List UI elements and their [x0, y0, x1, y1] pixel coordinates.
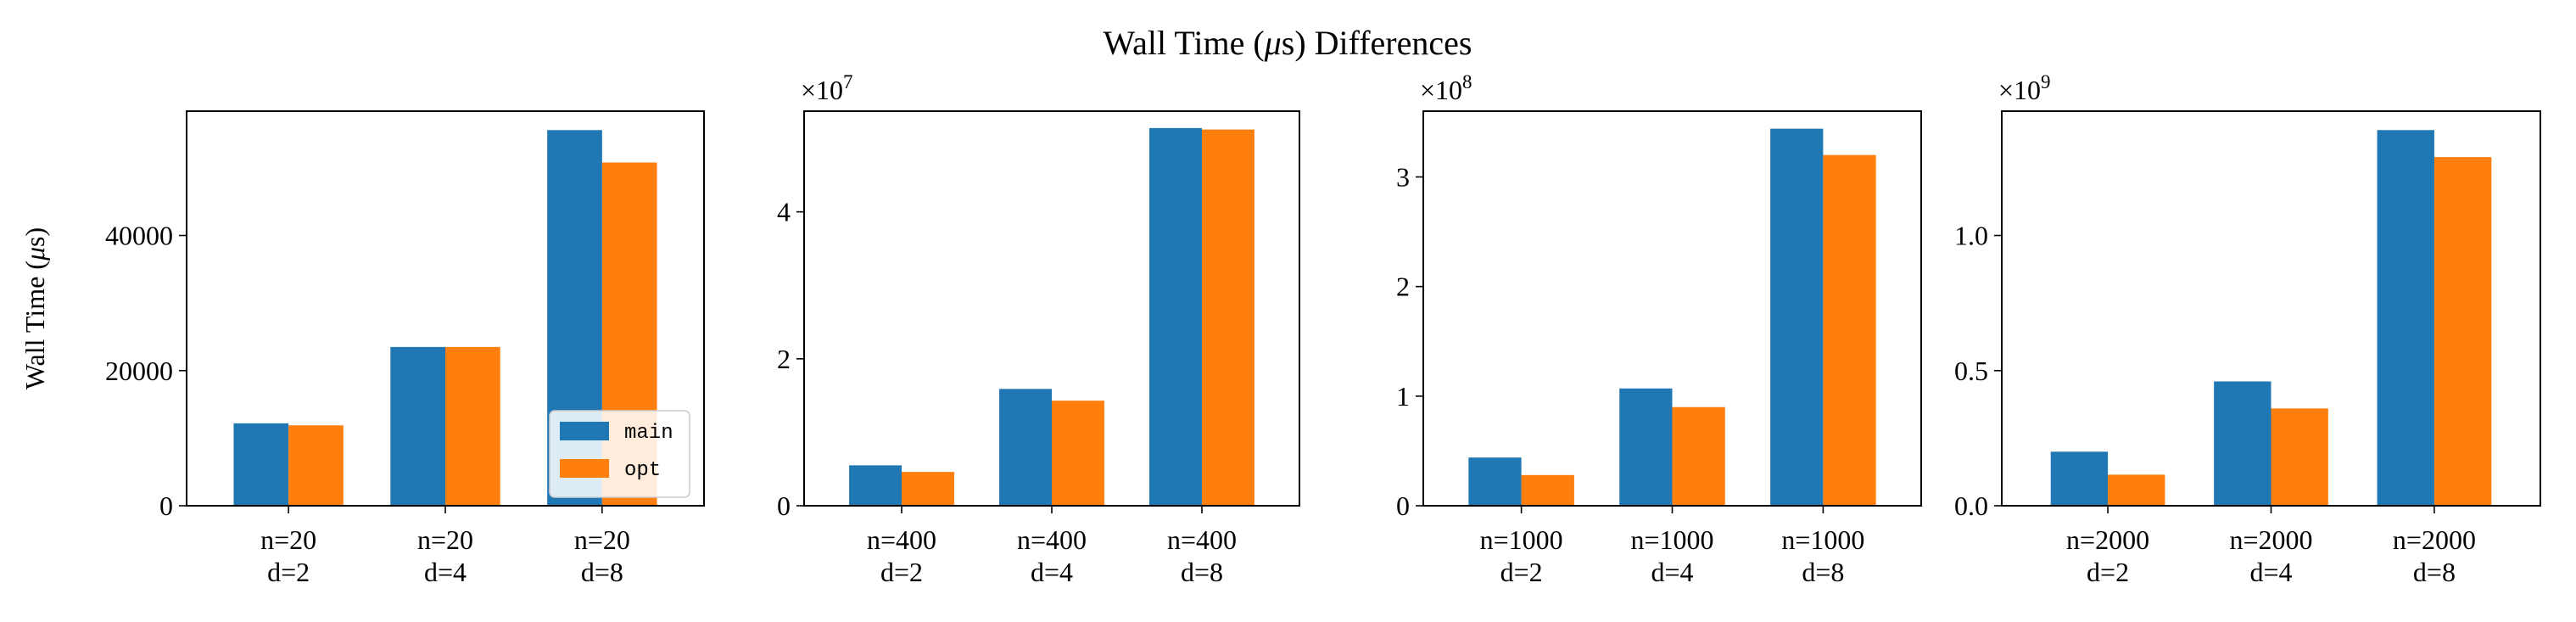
x-tick-label: n=2000	[2066, 524, 2149, 555]
bar-main-3	[2377, 130, 2434, 507]
bar-main-2	[2214, 381, 2271, 506]
x-tick-label: n=2000	[2229, 524, 2312, 555]
x-tick-label: n=400	[1167, 524, 1237, 555]
y-tick-label: 0.5	[1954, 356, 1988, 386]
legend-label-opt: opt	[624, 459, 661, 482]
bar-opt-2	[1052, 401, 1104, 506]
y-tick-label: 0	[1396, 490, 1410, 521]
bar-main-2	[999, 389, 1052, 506]
x-tick-label: d=2	[267, 557, 310, 587]
bar-opt-2	[445, 346, 500, 506]
y-offset-label: ×108	[1420, 71, 1472, 105]
bar-main-1	[2050, 451, 2109, 506]
bar-main-3	[1770, 128, 1824, 507]
x-tick-label: d=8	[1802, 557, 1844, 587]
y-axis-label: Wall Time (μs)	[20, 227, 50, 389]
figure-title: Wall Time (μs) Differences	[1104, 24, 1472, 62]
y-tick-label: 3	[1396, 162, 1410, 193]
y-offset-label: ×109	[1998, 71, 2051, 105]
legend-swatch-main	[560, 422, 609, 440]
x-tick-label: d=4	[2249, 557, 2292, 587]
axes-frame	[186, 110, 705, 507]
axes-frame	[1422, 110, 1922, 507]
x-tick-label: n=20	[260, 524, 316, 555]
x-tick-label: n=1000	[1781, 524, 1864, 555]
bar-main-1	[233, 423, 289, 506]
bar-opt-2	[1672, 406, 1725, 506]
axes-frame	[2001, 110, 2541, 507]
y-tick-label: 1	[1396, 381, 1410, 412]
bar-main-2	[390, 346, 445, 506]
y-tick-label: 0.0	[1954, 490, 1988, 521]
x-tick-label: d=8	[2413, 557, 2456, 587]
x-tick-label: d=2	[2087, 557, 2129, 587]
x-tick-label: d=8	[581, 557, 623, 587]
legend-label-main: main	[624, 422, 673, 445]
bar-opt-1	[902, 472, 954, 506]
bar-main-2	[1619, 388, 1673, 506]
x-tick-label: n=1000	[1480, 524, 1563, 555]
x-tick-label: d=4	[1031, 557, 1073, 587]
y-offset-label: ×107	[801, 71, 853, 105]
y-tick-label: 0	[159, 490, 173, 521]
legend-swatch-opt	[560, 459, 609, 478]
bar-main-1	[1468, 457, 1522, 506]
x-tick-label: n=400	[1017, 524, 1087, 555]
x-tick-label: d=4	[1651, 557, 1693, 587]
bar-opt-3	[2434, 157, 2492, 506]
x-tick-label: n=2000	[2393, 524, 2476, 555]
y-tick-label: 0	[777, 490, 791, 521]
axes-frame	[803, 110, 1300, 507]
x-tick-label: d=2	[1500, 557, 1543, 587]
y-tick-label: 2	[1396, 272, 1410, 302]
bar-main-1	[849, 465, 902, 506]
y-tick-label: 4	[777, 197, 791, 227]
x-tick-label: n=1000	[1630, 524, 1713, 555]
y-tick-label: 20000	[105, 356, 173, 386]
bar-opt-1	[2108, 474, 2165, 506]
y-tick-label: 1.0	[1954, 221, 1988, 251]
x-tick-label: d=4	[424, 557, 467, 587]
x-tick-label: d=2	[880, 557, 923, 587]
bar-opt-3	[1823, 154, 1876, 507]
bar-opt-1	[1521, 474, 1574, 506]
x-tick-label: n=20	[417, 524, 473, 555]
x-tick-label: n=400	[867, 524, 936, 555]
y-tick-label: 40000	[105, 221, 173, 251]
bar-opt-3	[1201, 129, 1254, 506]
bar-opt-2	[2271, 408, 2328, 506]
x-tick-label: n=20	[574, 524, 630, 555]
bar-main-3	[1149, 127, 1202, 507]
x-tick-label: d=8	[1181, 557, 1223, 587]
legend: main opt	[549, 410, 690, 498]
bar-opt-1	[288, 425, 344, 506]
y-tick-label: 2	[777, 344, 791, 374]
